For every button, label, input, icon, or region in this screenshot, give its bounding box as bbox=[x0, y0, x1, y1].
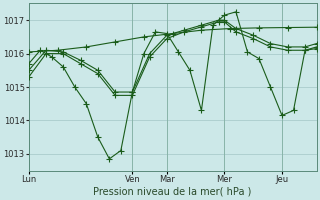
X-axis label: Pression niveau de la mer( hPa ): Pression niveau de la mer( hPa ) bbox=[93, 187, 252, 197]
